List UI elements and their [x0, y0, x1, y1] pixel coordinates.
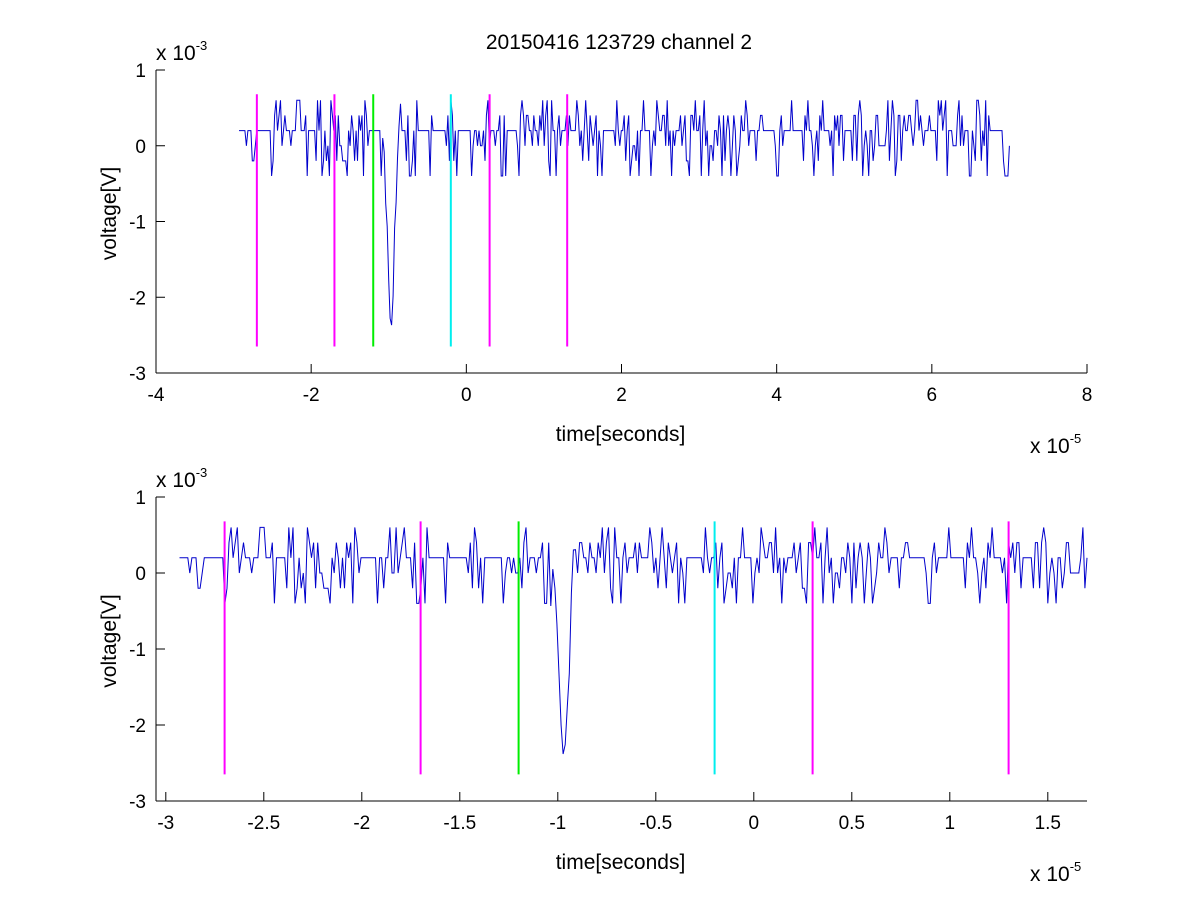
x-tick-label: -2.5: [247, 813, 280, 834]
y-exponent-label: x 10-3: [156, 38, 207, 65]
x-tick-label: 0: [461, 385, 472, 406]
x-tick-label: -2: [353, 813, 370, 834]
x-tick-label: -1.5: [443, 813, 476, 834]
y-tick-label: 0: [135, 137, 146, 158]
x-tick-label: -3: [157, 813, 174, 834]
x-tick-label: 0.5: [839, 813, 865, 834]
x-tick-label: 4: [771, 385, 782, 406]
y-tick-label: -1: [129, 640, 146, 661]
x-exponent-label: x 10-5: [1030, 859, 1081, 886]
x-tick-label: 2: [616, 385, 627, 406]
y-tick-label: 1: [135, 61, 146, 82]
x-exponent: -5: [1070, 431, 1082, 446]
y-tick-label: 1: [135, 488, 146, 509]
x-tick-label: -2: [303, 385, 320, 406]
y-tick-label: -1: [129, 213, 146, 234]
y-tick-label: -3: [129, 792, 146, 813]
voltage-trace: [239, 99, 1010, 326]
y-axis-label: voltage[V]: [98, 594, 121, 687]
x-exponent: -5: [1070, 859, 1082, 874]
top-plot: 10-1-2-3-4 -2 0 2 4 6 8time[seconds]voltage[V]…: [98, 38, 1092, 458]
voltage-trace: [179, 526, 1088, 755]
x-tick-label: -4: [148, 385, 165, 406]
y-axis-label: voltage[V]: [98, 167, 121, 260]
x-axis-label: time[seconds]: [556, 423, 686, 446]
y-tick-label: -2: [129, 288, 146, 309]
x-axis-label: time[seconds]: [556, 851, 686, 874]
y-multiplier: x 10: [156, 469, 196, 492]
x-multiplier: x 10: [1030, 863, 1070, 886]
y-tick-label: -3: [129, 364, 146, 385]
y-multiplier: x 10: [156, 42, 196, 65]
y-tick-label: -2: [129, 716, 146, 737]
x-tick-label: 0: [749, 813, 760, 834]
y-exponent-label: x 10-3: [156, 465, 207, 492]
x-tick-label: 1: [945, 813, 956, 834]
x-tick-label: 6: [927, 385, 938, 406]
x-exponent-label: x 10-5: [1030, 431, 1081, 458]
x-tick-label: -1: [549, 813, 566, 834]
x-tick-label: -0.5: [639, 813, 672, 834]
figure-title: 20150416 123729 channel 2: [486, 31, 752, 54]
x-tick-label: 8: [1082, 385, 1093, 406]
y-exponent: -3: [196, 465, 208, 480]
y-exponent: -3: [196, 38, 208, 53]
x-multiplier: x 10: [1030, 435, 1070, 458]
x-tick-label: 1.5: [1035, 813, 1061, 834]
y-tick-label: 0: [135, 564, 146, 585]
bottom-plot: 1 0 -1 -2 -3 -3 -2.5 -2 -1.5 -1 -0.5 0 0.5 1 1.5 time[s…: [98, 465, 1088, 886]
